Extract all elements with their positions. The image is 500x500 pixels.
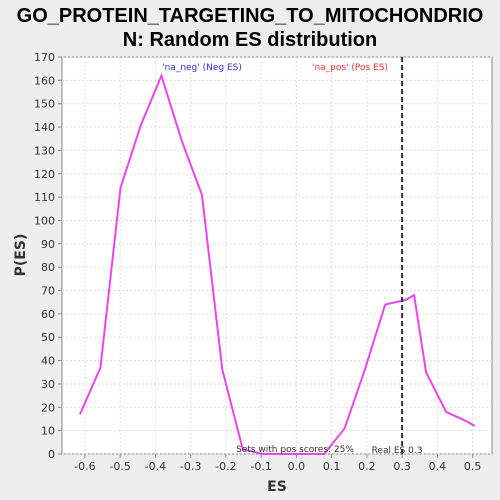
real-es-label: Real ES 0.3: [372, 446, 423, 456]
x-axis-label: ES: [267, 479, 287, 495]
sets-pos-scores-annotation: Sets with pos scores: 25%: [236, 445, 354, 455]
x-tick-label: 0.4: [429, 460, 447, 473]
y-tick-label: 80: [41, 261, 55, 274]
y-tick-label: 20: [41, 401, 55, 414]
y-tick-label: 100: [34, 214, 55, 227]
y-tick-label: 170: [34, 51, 55, 64]
y-tick-label: 30: [41, 378, 55, 391]
chart-title-line2: N: Random ES distribution: [123, 29, 377, 51]
x-tick-label: -0.2: [215, 460, 236, 473]
legend-neg-label: 'na_neg' (Neg ES): [162, 63, 242, 73]
y-tick-label: 50: [41, 331, 55, 344]
x-tick-label: 0.3: [393, 460, 411, 473]
y-tick-label: 160: [34, 74, 55, 87]
x-tick-label: 0.0: [288, 460, 306, 473]
x-tick-label: 0.2: [358, 460, 376, 473]
y-tick-label: 0: [48, 448, 55, 461]
legend-pos-label: 'na_pos' (Pos ES): [312, 63, 388, 73]
x-tick-label: -0.1: [250, 460, 271, 473]
y-axis-ticks: 0 10 20 30 40 50 60 70 80 90 100 110 120 130 140 150 160…: [34, 51, 62, 461]
x-tick-label: -0.5: [109, 460, 130, 473]
y-tick-label: 10: [41, 425, 55, 438]
x-tick-label: -0.6: [74, 460, 95, 473]
y-tick-label: 40: [41, 355, 55, 368]
x-tick-label: -0.3: [180, 460, 201, 473]
x-axis-ticks: -0.6 -0.5 -0.4 -0.3 -0.2 -0.1 0.0 0.1 0.2 0.3 0.4 0…: [74, 454, 481, 473]
x-tick-label: 0.5: [464, 460, 482, 473]
y-tick-label: 70: [41, 285, 55, 298]
y-tick-label: 120: [34, 168, 55, 181]
plot-area: [61, 56, 493, 455]
y-tick-label: 150: [34, 98, 55, 111]
x-tick-label: -0.4: [145, 460, 166, 473]
y-tick-label: 130: [34, 144, 55, 157]
y-tick-label: 110: [34, 191, 55, 204]
chart-title-line1: GO_PROTEIN_TARGETING_TO_MITOCHONDRIO: [17, 5, 484, 27]
y-tick-label: 90: [41, 238, 55, 251]
y-tick-label: 140: [34, 121, 55, 134]
y-tick-label: 60: [41, 308, 55, 321]
series-line-random-es: [79, 72, 476, 455]
x-tick-label: 0.1: [323, 460, 341, 473]
y-axis-label: P(ES): [13, 234, 29, 277]
